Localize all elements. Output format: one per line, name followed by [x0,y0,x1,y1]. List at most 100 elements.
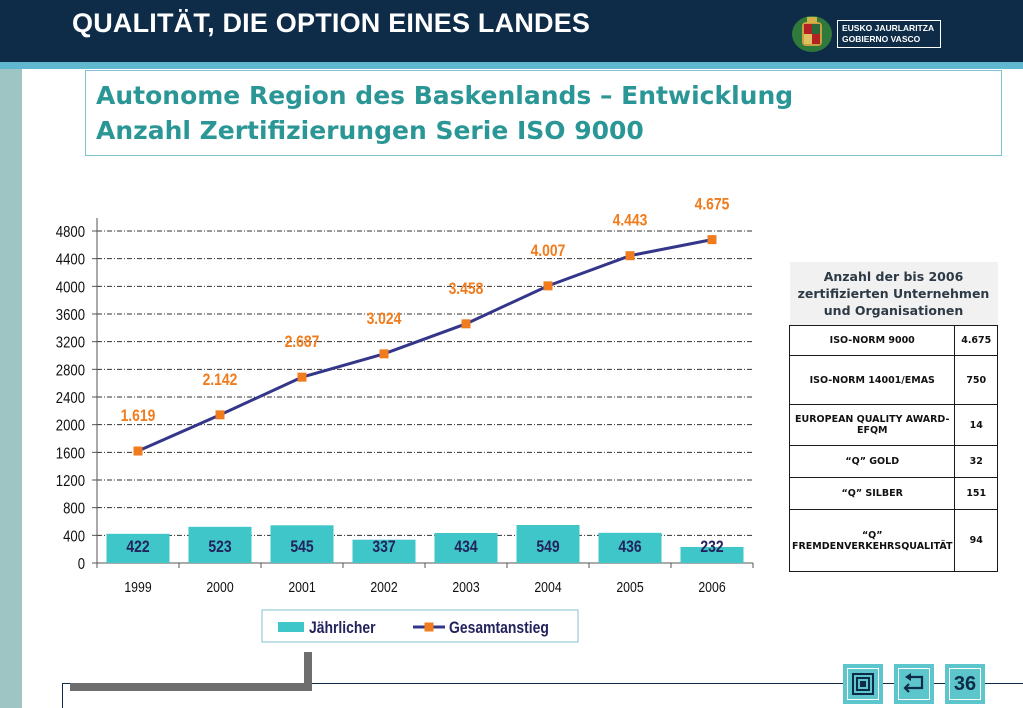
info-table-row: “Q” FREMDENVERKEHRSQUALITÄT 94 [788,509,998,572]
page-number: 36 [953,672,977,695]
legend: Jährlicher Gesamtanstieg [261,609,579,643]
bar [516,525,580,563]
info-table-row: EUROPEAN QUALITY AWARD-EFQM 14 [788,404,998,446]
info-row-value: 14 [954,404,998,446]
bar-value-label: 434 [454,538,478,557]
x-tick-label: 2002 [370,579,397,595]
line-value-label: 1.619 [121,407,156,426]
footer-bracket-vertical [304,652,312,691]
line-marker [543,281,553,291]
fullscreen-icon [852,673,874,695]
x-tick-label: 2005 [616,579,644,595]
x-tick-label: 2006 [698,579,726,595]
bar [598,532,662,563]
y-tick-label: 2400 [56,390,85,407]
y-tick-label: 3600 [56,307,85,324]
y-tick-label: 4000 [56,279,85,296]
logo-line-2: GOBIERNO VASCO [842,34,921,44]
bar-value-label: 436 [618,538,642,557]
bar [106,533,170,563]
bar-value-label: 232 [700,538,724,557]
y-tick-label: 1200 [56,473,85,490]
left-rail [0,69,22,708]
title-box: Autonome Region des Baskenlands – Entwic… [85,70,1002,156]
page-heading: QUALITÄT, DIE OPTION EINES LANDES [72,8,591,38]
footer-rule [62,683,1023,684]
bar [270,525,334,563]
y-tick-label: 3200 [56,335,85,352]
info-row-value: 750 [954,355,998,405]
x-tick-label: 2004 [534,579,562,595]
chart: 0 400 800 1200 1600 2000 2400 2800 3200 3600 4000 4… [56,195,754,643]
x-tick-label: 2000 [206,579,234,595]
bar-value-label: 545 [290,538,314,557]
bar [680,546,744,563]
logo-line-1: EUSKO JAURLARITZA [842,23,935,33]
government-logo: EUSKO JAURLARITZA GOBIERNO VASCO [790,14,948,54]
line-marker [707,235,717,245]
footer-bracket-horizontal [70,683,312,691]
line-marker [379,349,389,359]
y-tick-label: 2000 [56,418,85,435]
title-line-2: Anzahl Zertifizierungen Serie ISO 9000 [96,116,644,145]
info-row-value: 94 [954,509,998,572]
info-table: Anzahl der bis 2006 zertifizierten Unter… [788,262,998,572]
logo-text: EUSKO JAURLARITZA GOBIERNO VASCO [837,20,941,48]
x-tick-label: 1999 [124,579,151,595]
footer-rule-vertical [62,683,63,708]
x-tick-label: 2001 [288,579,315,595]
y-tick-label: 400 [63,528,85,545]
legend-label-annual: Jährlicher [309,619,376,638]
info-row-label: EUROPEAN QUALITY AWARD-EFQM [788,404,956,446]
line-value-label: 2.687 [285,333,320,352]
line-value-label: 4.007 [531,242,566,261]
line-value-label: 3.458 [449,280,484,299]
bar [188,526,252,563]
info-table-row: ISO-NORM 14001/EMAS 750 [788,355,998,405]
line-value-label: 4.675 [695,195,730,214]
bar-value-label: 523 [208,538,232,557]
x-tick-label: 2003 [452,579,480,595]
info-row-label: ISO-NORM 9000 [788,325,956,356]
legend-marker-swatch [424,622,434,632]
legend-bar-swatch [278,622,304,632]
y-tick-label: 0 [78,556,85,573]
legend-label-total: Gesamtanstieg [449,619,549,638]
bar [352,539,416,563]
y-tick-label: 4400 [56,252,85,269]
line-marker [297,372,307,382]
info-table-row: ISO-NORM 9000 4.675 [788,325,998,356]
bar-value-label: 422 [126,538,150,557]
coat-of-arms-icon [792,16,832,52]
y-tick-label: 4800 [56,224,85,241]
info-row-label: “Q” GOLD [788,445,956,478]
line-marker [625,251,635,261]
bar-value-label: 337 [372,538,395,557]
title-line-1: Autonome Region des Baskenlands – Entwic… [96,81,794,110]
header-bar [0,0,1023,62]
info-table-row: “Q” SILBER 151 [788,477,998,510]
return-button[interactable] [894,664,934,704]
fullscreen-button[interactable] [843,664,883,704]
line-value-label: 2.142 [203,371,238,390]
info-row-label: “Q” FREMDENVERKEHRSQUALITÄT [788,509,956,572]
series-line [137,238,713,453]
y-tick-label: 1600 [56,445,85,462]
info-row-value: 151 [954,477,998,510]
line-marker [461,319,471,329]
info-table-header: Anzahl der bis 2006 zertifizierten Unter… [789,262,998,326]
line-marker [133,446,143,456]
return-icon [903,673,924,693]
line-value-label: 3.024 [367,310,402,329]
info-row-value: 32 [954,445,998,478]
y-tick-label: 2800 [56,362,85,379]
bar [434,532,498,563]
line-marker [215,410,225,420]
info-row-label: ISO-NORM 14001/EMAS [788,355,956,405]
bar-value-label: 549 [536,538,560,557]
info-row-value: 4.675 [954,325,998,356]
line-value-label: 4.443 [613,211,648,230]
info-table-row: “Q” GOLD 32 [788,445,998,478]
header-stripe [0,62,1023,69]
y-tick-label: 800 [63,501,85,518]
